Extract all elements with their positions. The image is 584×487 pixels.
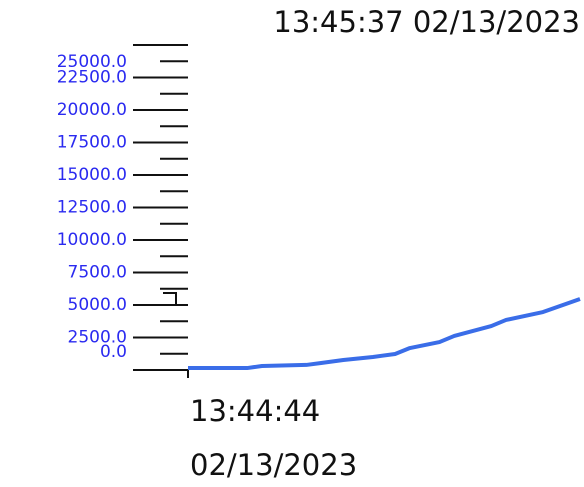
end-date: 02/13/2023 [413,5,580,39]
y-tick-label: 17500.0 [57,133,127,153]
start-date: 02/13/2023 [190,448,357,482]
series-line [188,297,581,371]
end-time-label: 13:45:37 02/13/2023 [273,5,580,39]
y-tick-label: 5000.0 [68,295,127,315]
start-time: 13:44:44 [190,394,320,428]
y-tick-label: 25000.0 [57,52,127,72]
end-time: 13:45:37 [273,5,403,39]
marker [163,292,177,306]
y-tick-label: 2500.0 [68,328,127,348]
y-tick-label: 22500.0 [57,68,127,88]
y-tick-label: 0.0 [100,342,127,362]
y-tick-label: 7500.0 [68,263,127,283]
y-tick-label: 10000.0 [57,230,127,250]
y-tick-label: 12500.0 [57,198,127,218]
y-tick-label: 15000.0 [57,165,127,185]
y-tick-label: 20000.0 [57,100,127,120]
